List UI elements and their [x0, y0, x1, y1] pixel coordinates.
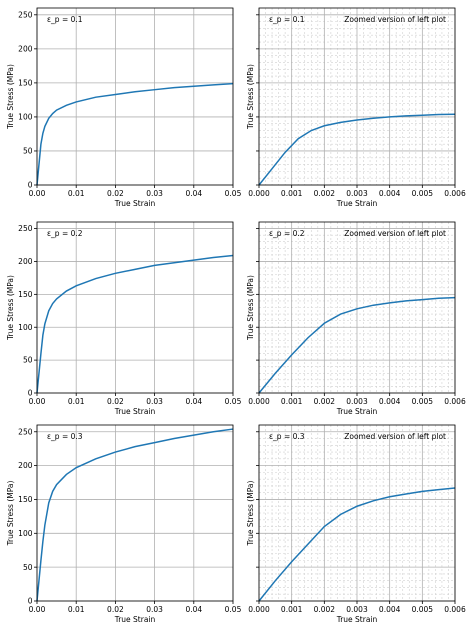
y-tick-label: 0 [28, 389, 33, 398]
chart-panel-4: 0.000 0.001 0.002 0.003 0.004 0.005 0.006 True … [246, 221, 466, 416]
x-tick-label: 0.002 [314, 605, 336, 614]
y-axis-label: True Stress (MPa) [246, 275, 255, 341]
plot-frame [36, 221, 234, 394]
x-tick-label: 0.003 [346, 189, 368, 198]
x-tick-label: 0.03 [146, 189, 163, 198]
series-line-1 [36, 254, 234, 394]
x-tick-label: 0.005 [412, 605, 434, 614]
series-line-1 [258, 487, 456, 602]
x-tick-label: 0.03 [146, 397, 163, 406]
x-tick-label: 0.05 [225, 189, 242, 198]
x-tick-label: 0.00 [29, 397, 46, 406]
x-tick-label: 0.001 [281, 397, 303, 406]
y-axis-label: True Stress (MPa) [6, 275, 15, 341]
y-tick-label: 250 [18, 224, 33, 233]
x-tick-label: 0.04 [185, 605, 202, 614]
x-tick-label: 0.05 [225, 397, 242, 406]
strain-annotation: ε_p = 0.3 [47, 432, 83, 441]
x-tick-label: 0.004 [379, 605, 401, 614]
x-tick-label: 0.005 [412, 397, 434, 406]
y-tick-label: 50 [23, 356, 33, 365]
x-tick-label: 0.01 [68, 397, 85, 406]
chart-panel-3: 0.00 0.01 0.02 0.03 0.04 0.05 0 50 100 150 200 250 T… [6, 221, 242, 416]
plot-frame [36, 424, 234, 602]
chart-panel-2: 0.000 0.001 0.002 0.003 0.004 0.005 0.006 True … [246, 7, 466, 208]
chart-panel-6: 0.000 0.001 0.002 0.003 0.004 0.005 0.006 True … [246, 424, 466, 624]
x-tick-label: 0.03 [146, 605, 163, 614]
x-tick-label: 0.002 [314, 189, 336, 198]
y-tick-label: 150 [18, 290, 33, 299]
chart-panel-5: 0.00 0.01 0.02 0.03 0.04 0.05 0 50 100 150 200 250 T… [6, 424, 242, 624]
series-line-1 [36, 82, 234, 186]
x-axis-label: True Strain [114, 615, 156, 624]
strain-annotation: ε_p = 0.3 [269, 432, 305, 441]
strain-annotation: ε_p = 0.1 [47, 15, 83, 24]
x-tick-label: 0.003 [346, 397, 368, 406]
x-tick-label: 0.02 [107, 397, 124, 406]
x-tick-label: 0.006 [444, 397, 466, 406]
y-tick-label: 0 [28, 181, 33, 190]
strain-annotation: ε_p = 0.2 [269, 229, 305, 238]
x-axis-label: True Strain [336, 199, 378, 208]
x-tick-label: 0.04 [185, 397, 202, 406]
x-tick-label: 0.002 [314, 397, 336, 406]
x-tick-label: 0.001 [281, 189, 303, 198]
x-tick-label: 0.000 [248, 189, 270, 198]
x-tick-label: 0.04 [185, 189, 202, 198]
plot-frame [36, 7, 234, 186]
x-tick-label: 0.01 [68, 605, 85, 614]
x-axis-label: True Strain [114, 407, 156, 416]
x-tick-label: 0.003 [346, 605, 368, 614]
x-tick-label: 0.05 [225, 605, 242, 614]
x-tick-label: 0.006 [444, 605, 466, 614]
y-tick-label: 250 [18, 10, 33, 19]
y-tick-label: 50 [23, 147, 33, 156]
y-tick-label: 250 [18, 427, 33, 436]
strain-annotation: ε_p = 0.2 [47, 229, 83, 238]
y-tick-label: 100 [18, 113, 33, 122]
y-tick-label: 100 [18, 529, 33, 538]
x-tick-label: 0.000 [248, 397, 270, 406]
y-tick-label: 150 [18, 78, 33, 87]
series-line-1 [258, 113, 456, 186]
series-line-1 [258, 296, 456, 394]
x-tick-label: 0.01 [68, 189, 85, 198]
series-line-1 [36, 428, 234, 602]
y-tick-label: 100 [18, 323, 33, 332]
x-tick-label: 0.00 [29, 189, 46, 198]
zoom-note: Zoomed version of left plot [344, 229, 446, 238]
x-tick-label: 0.006 [444, 189, 466, 198]
y-tick-label: 200 [18, 461, 33, 470]
zoom-note: Zoomed version of left plot [344, 432, 446, 441]
y-axis-label: True Stress (MPa) [246, 481, 255, 547]
chart-panel-1: 0.00 0.01 0.02 0.03 0.04 0.05 0 50 100 150 200 250 T… [6, 7, 242, 208]
y-axis-label: True Stress (MPa) [246, 64, 255, 130]
x-tick-label: 0.02 [107, 189, 124, 198]
y-tick-label: 50 [23, 563, 33, 572]
x-tick-label: 0.001 [281, 605, 303, 614]
x-axis-label: True Strain [336, 407, 378, 416]
x-axis-label: True Strain [336, 615, 378, 624]
x-axis-label: True Strain [114, 199, 156, 208]
y-tick-label: 200 [18, 44, 33, 53]
x-tick-label: 0.02 [107, 605, 124, 614]
y-axis-label: True Stress (MPa) [6, 481, 15, 547]
x-tick-label: 0.005 [412, 189, 434, 198]
x-tick-label: 0.004 [379, 189, 401, 198]
y-axis-label: True Stress (MPa) [6, 64, 15, 130]
x-tick-label: 0.004 [379, 397, 401, 406]
y-tick-label: 200 [18, 257, 33, 266]
x-tick-label: 0.000 [248, 605, 270, 614]
y-tick-label: 0 [28, 597, 33, 606]
strain-annotation: ε_p = 0.1 [269, 15, 305, 24]
zoom-note: Zoomed version of left plot [344, 15, 446, 24]
y-tick-label: 150 [18, 495, 33, 504]
x-tick-label: 0.00 [29, 605, 46, 614]
